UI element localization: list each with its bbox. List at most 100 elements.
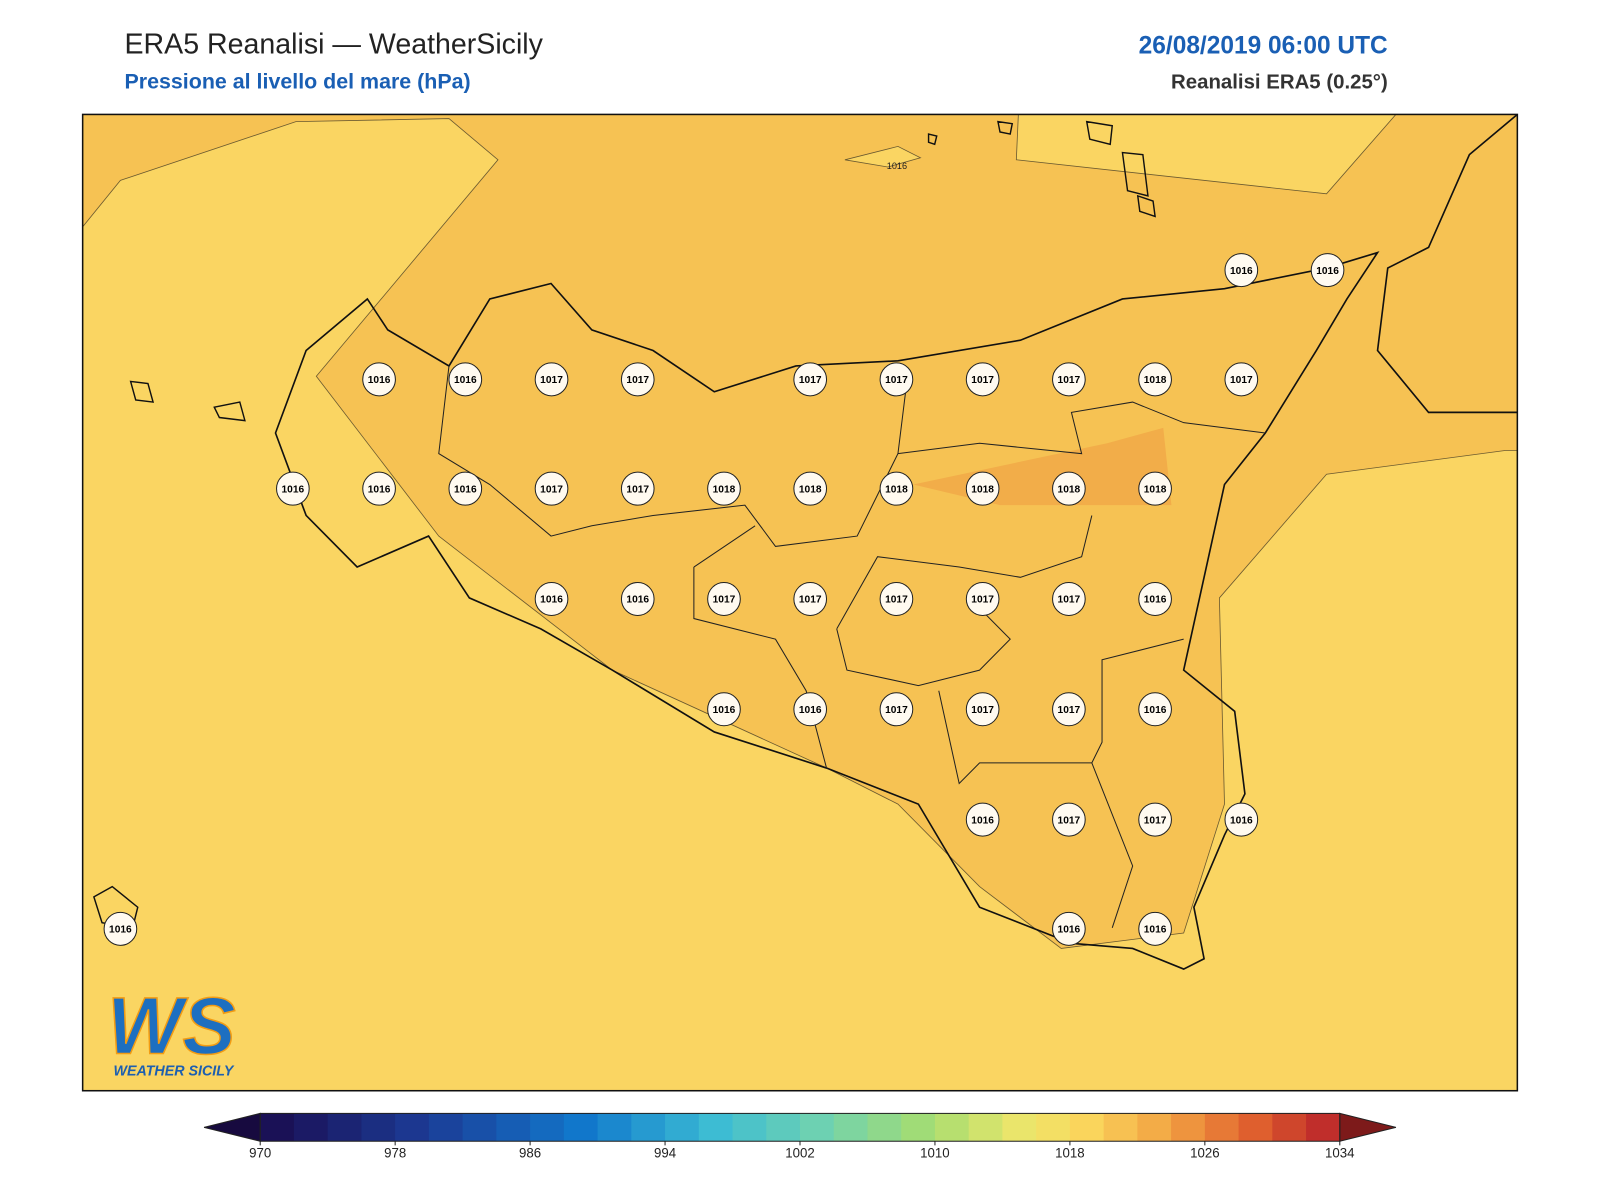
station-marker — [1224, 253, 1259, 288]
station-value: 1016 — [971, 815, 994, 826]
station-value: 1018 — [799, 484, 822, 495]
colorbar-segment — [867, 1113, 902, 1142]
colorbar-tick-label: 1010 — [920, 1146, 950, 1161]
station-value: 1016 — [282, 484, 305, 495]
station-value: 1017 — [799, 375, 822, 386]
colorbar-tick-label: 994 — [654, 1146, 677, 1161]
station-marker — [448, 362, 483, 397]
station-marker — [707, 692, 741, 727]
station-value: 1017 — [1230, 375, 1253, 386]
colorbar-extend — [1339, 1112, 1397, 1142]
station-marker — [1224, 802, 1259, 837]
station-marker — [793, 581, 828, 616]
province-border — [438, 365, 1266, 928]
station-value: 1016 — [1316, 266, 1339, 277]
station-value: 1016 — [799, 705, 822, 716]
pressure-fill — [844, 145, 922, 168]
colorbar-tick-label: 978 — [384, 1146, 406, 1161]
station-marker — [879, 581, 914, 616]
station-marker — [534, 362, 569, 397]
station-value: 1016 — [1058, 925, 1081, 936]
station-value: 1016 — [454, 375, 477, 386]
logo-name: WEATHER SICILY — [113, 1063, 234, 1079]
station-marker — [965, 692, 1000, 727]
station-marker — [362, 362, 396, 397]
station-value: 1017 — [971, 595, 994, 606]
colorbar-tick-label: 1002 — [785, 1146, 815, 1161]
colorbar-segment — [1137, 1113, 1172, 1142]
station-value: 1018 — [971, 484, 994, 495]
logo-mark: WS — [107, 981, 235, 1070]
station-value: 1017 — [1058, 815, 1081, 826]
contour-label: 1016 — [887, 161, 907, 171]
station-value: 1017 — [971, 705, 994, 716]
colorbar-tick-label: 1034 — [1325, 1146, 1355, 1161]
station-value: 1016 — [1144, 705, 1167, 716]
colorbar: 970 978 986 994 1002 1010 1018 1026 1034 — [203, 1112, 1397, 1161]
station-value: 1016 — [1230, 815, 1253, 826]
map-frame — [81, 113, 1519, 1092]
colorbar-segment — [597, 1113, 632, 1142]
coastline — [1376, 114, 1518, 414]
station-marker — [879, 362, 914, 397]
station-marker — [879, 471, 914, 506]
station-marker — [620, 471, 655, 506]
colorbar-segment — [1306, 1113, 1341, 1142]
colorbar-segment — [530, 1113, 565, 1142]
colorbar-segment — [766, 1113, 801, 1142]
station-value: 1016 — [454, 484, 477, 495]
station-marker — [620, 362, 655, 397]
station-marker — [965, 802, 1000, 837]
station-value: 1017 — [885, 375, 908, 386]
colorbar-segment — [428, 1113, 464, 1142]
colorbar-segment — [1238, 1113, 1273, 1142]
colorbar-segment — [901, 1113, 936, 1142]
colorbar-extend — [203, 1112, 261, 1142]
station-value: 1018 — [1144, 484, 1167, 495]
colorbar-segment — [631, 1113, 666, 1142]
station-value: 1016 — [1144, 595, 1167, 606]
station-value: 1017 — [1144, 815, 1167, 826]
station-value: 1016 — [713, 705, 736, 716]
station-value: 1016 — [109, 925, 132, 936]
station-value: 1016 — [540, 595, 563, 606]
colorbar-segment — [732, 1113, 767, 1142]
station-marker — [1052, 362, 1086, 397]
station-marker — [1138, 802, 1172, 837]
colorbar-tick-label: 1026 — [1190, 1146, 1220, 1161]
station-value: 1016 — [1230, 266, 1253, 277]
station-value: 1018 — [885, 484, 908, 495]
coastline — [274, 251, 1380, 970]
island — [93, 120, 1156, 929]
station-value: 1017 — [626, 375, 649, 386]
source: Reanalisi ERA5 (0.25°) — [1171, 71, 1388, 94]
station-marker — [793, 471, 828, 506]
colorbar-segment — [1036, 1113, 1071, 1142]
station-value: 1017 — [885, 595, 908, 606]
station-marker — [620, 581, 655, 616]
station-value: 1017 — [799, 595, 822, 606]
colorbar-segment — [934, 1113, 970, 1142]
colorbar-segment — [665, 1113, 700, 1142]
station-marker — [103, 911, 138, 946]
station-value: 1016 — [1144, 925, 1167, 936]
station-value: 1018 — [713, 484, 736, 495]
station-value: 1018 — [1058, 484, 1081, 495]
colorbar-segment — [698, 1113, 734, 1142]
station-marker — [1310, 253, 1345, 288]
colorbar-segment — [1204, 1113, 1240, 1142]
subtitle: Pressione al livello del mare (hPa) — [124, 70, 470, 94]
station-value: 1017 — [713, 595, 736, 606]
station-value: 1017 — [971, 375, 994, 386]
station-marker — [534, 471, 569, 506]
colorbar-segment — [1171, 1113, 1206, 1142]
station-marker — [1138, 362, 1172, 397]
station-marker — [1052, 471, 1086, 506]
colorbar-segment — [833, 1113, 868, 1142]
colorbar-segment — [800, 1113, 835, 1142]
station-marker — [965, 581, 1000, 616]
colorbar-segment — [1069, 1113, 1105, 1142]
station-value: 1016 — [626, 595, 649, 606]
station-marker — [276, 471, 310, 506]
